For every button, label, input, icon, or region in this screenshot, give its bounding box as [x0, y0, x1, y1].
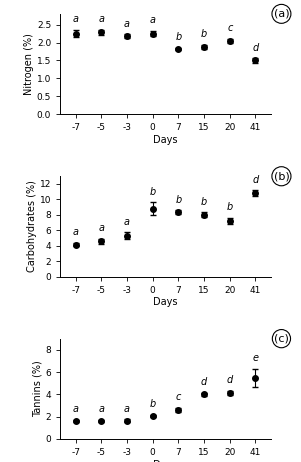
Text: b: b	[175, 195, 182, 205]
Y-axis label: Carbohydrates (%): Carbohydrates (%)	[27, 181, 37, 272]
Text: (c): (c)	[274, 334, 289, 344]
Text: b: b	[150, 187, 156, 197]
Text: a: a	[124, 217, 130, 227]
Text: a: a	[73, 404, 79, 414]
Text: a: a	[98, 14, 104, 24]
Text: c: c	[176, 392, 181, 402]
Text: d: d	[252, 175, 259, 185]
Text: b: b	[175, 32, 182, 42]
Y-axis label: Tannins (%): Tannins (%)	[33, 360, 43, 417]
Text: a: a	[124, 19, 130, 29]
Text: b: b	[201, 197, 207, 207]
Text: b: b	[201, 29, 207, 39]
Text: e: e	[253, 353, 259, 363]
Text: a: a	[73, 227, 79, 237]
Text: (a): (a)	[274, 9, 289, 19]
Text: a: a	[124, 404, 130, 414]
X-axis label: Days: Days	[153, 298, 178, 307]
Text: a: a	[73, 14, 79, 24]
Text: d: d	[201, 377, 207, 387]
Text: b: b	[227, 202, 233, 212]
Text: d: d	[252, 43, 259, 53]
X-axis label: Days: Days	[153, 135, 178, 145]
Text: d: d	[227, 375, 233, 385]
X-axis label: Days: Days	[153, 460, 178, 462]
Text: a: a	[98, 404, 104, 414]
Text: a: a	[150, 15, 156, 25]
Text: (b): (b)	[274, 171, 289, 181]
Text: c: c	[227, 24, 232, 33]
Text: b: b	[150, 399, 156, 409]
Text: a: a	[98, 223, 104, 233]
Y-axis label: Nitrogen (%): Nitrogen (%)	[24, 33, 34, 95]
